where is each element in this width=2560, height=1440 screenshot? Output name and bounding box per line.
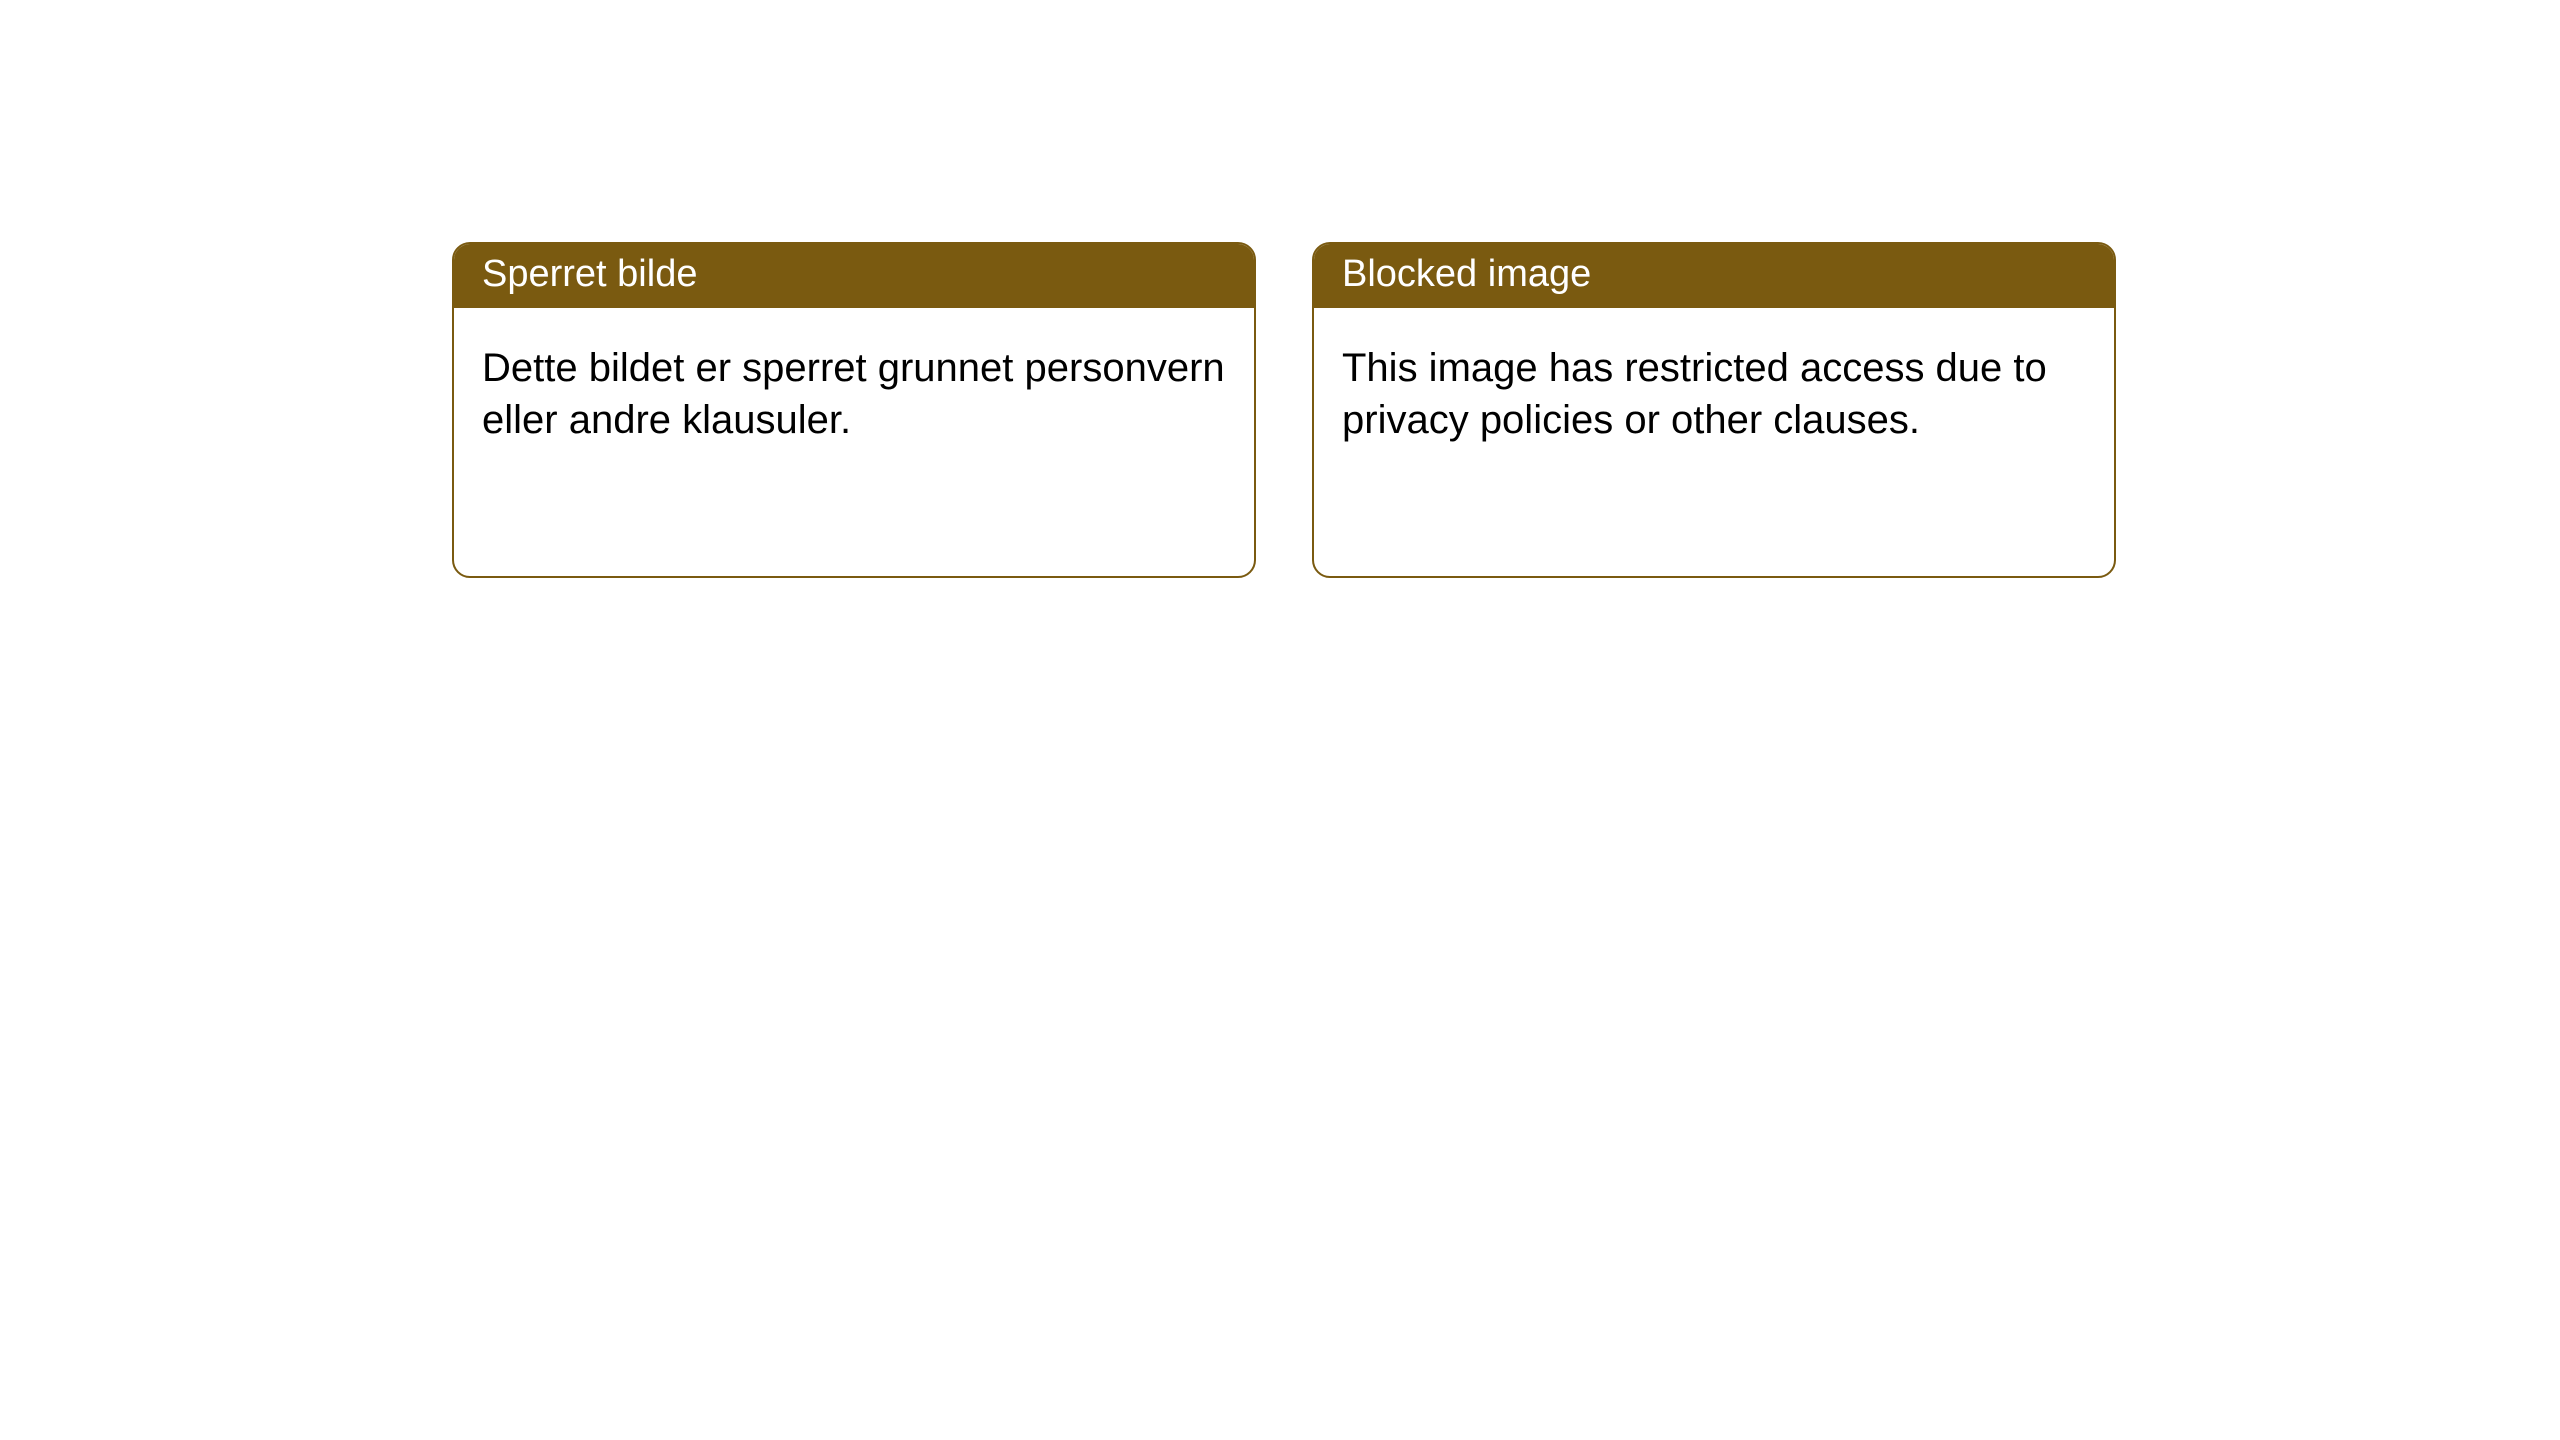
card-title: Sperret bilde (482, 253, 697, 295)
card-body-text: Dette bildet er sperret grunnet personve… (482, 346, 1225, 442)
card-body: Dette bildet er sperret grunnet personve… (454, 308, 1254, 480)
card-title: Blocked image (1342, 253, 1591, 295)
card-header: Blocked image (1314, 244, 2114, 308)
notice-card-english: Blocked image This image has restricted … (1312, 242, 2116, 578)
notice-card-norwegian: Sperret bilde Dette bildet er sperret gr… (452, 242, 1256, 578)
card-header: Sperret bilde (454, 244, 1254, 308)
card-body-text: This image has restricted access due to … (1342, 346, 2047, 442)
notice-container: Sperret bilde Dette bildet er sperret gr… (0, 0, 2560, 578)
card-body: This image has restricted access due to … (1314, 308, 2114, 480)
